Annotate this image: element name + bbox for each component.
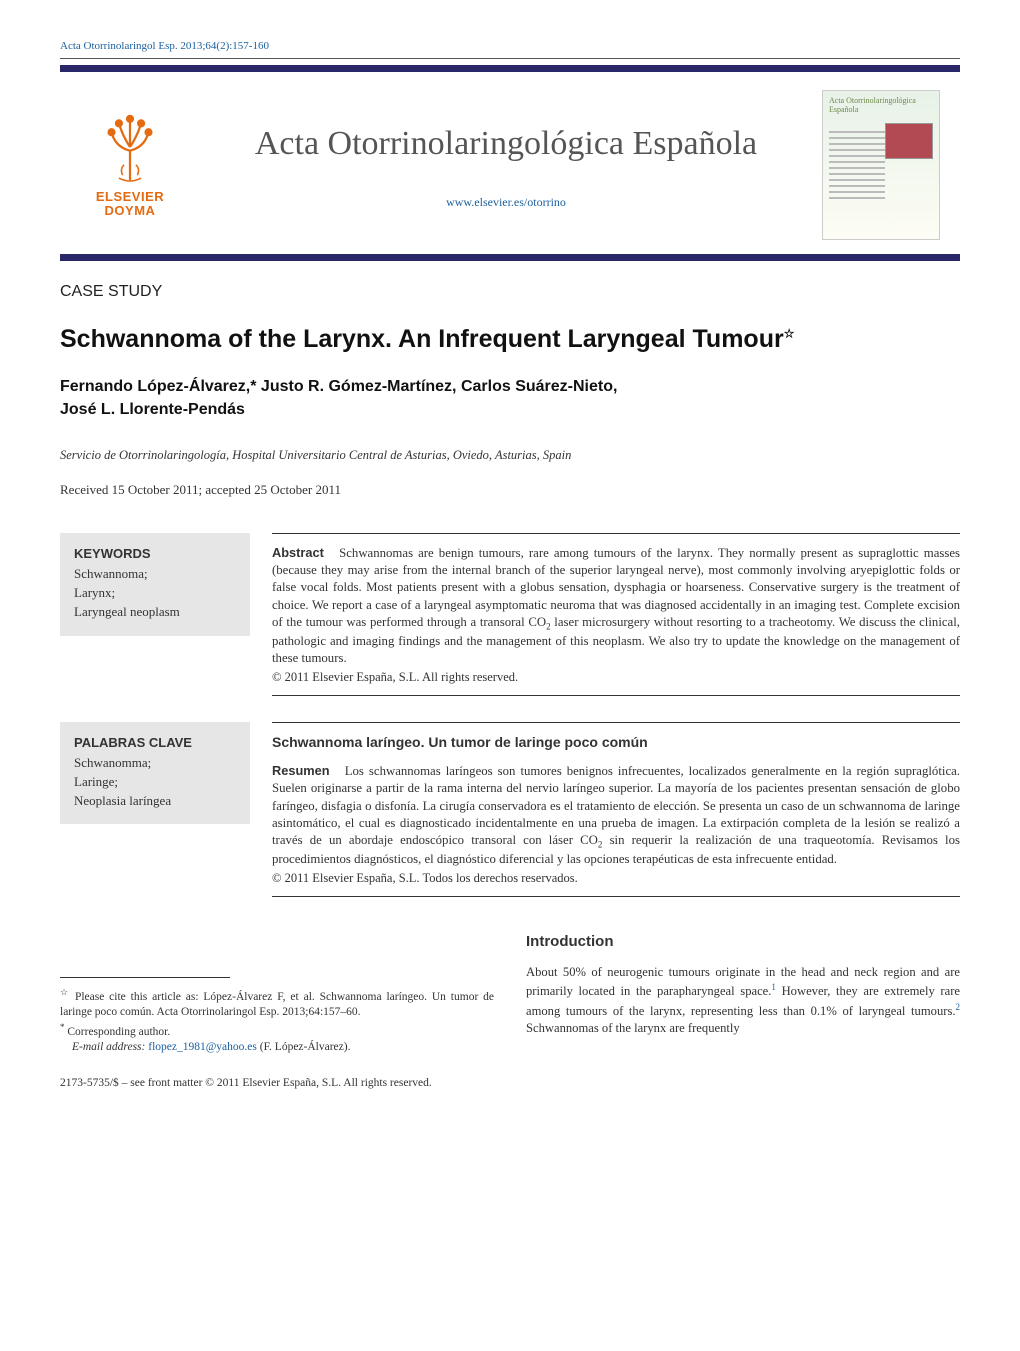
citation-link[interactable]: Acta Otorrinolaringol Esp. 2013;64(2):15… <box>60 40 269 52</box>
cover-thumbnail: Acta Otorrinolaringológica Española <box>822 90 940 240</box>
email-link[interactable]: flopez_1981@yahoo.es <box>148 1041 257 1053</box>
footnote-email: E-mail address: flopez_1981@yahoo.es (F.… <box>60 1040 494 1056</box>
authors: Fernando López-Álvarez,* Justo R. Gómez-… <box>60 375 960 421</box>
cover-text-lines <box>829 131 885 203</box>
intro-text: About 50% of neurogenic tumours originat… <box>526 964 960 1038</box>
keywords-heading: KEYWORDS <box>74 545 236 563</box>
publisher-logo: ELSEVIER DOYMA <box>80 110 190 220</box>
article-dates: Received 15 October 2011; accepted 25 Oc… <box>60 481 960 499</box>
left-column: ☆ Please cite this article as: López-Álv… <box>60 931 494 1056</box>
right-column: Introduction About 50% of neurogenic tum… <box>526 931 960 1056</box>
title-footnote-marker: ☆ <box>784 326 795 340</box>
abstract-spanish: PALABRAS CLAVE Schwanomma; Laringe; Neop… <box>60 722 960 897</box>
abstract-text-en: Abstract Schwannomas are benign tumours,… <box>272 544 960 667</box>
keywords-list: Schwanomma; Laringe; Neoplasia laríngea <box>74 754 236 811</box>
divider <box>272 695 960 696</box>
affiliation: Servicio de Otorrinolaringología, Hospit… <box>60 447 960 465</box>
reference-link[interactable]: 2 <box>956 1002 961 1012</box>
copyright-en: © 2011 Elsevier España, S.L. All rights … <box>272 669 960 687</box>
front-matter-line: 2173-5735/$ – see front matter © 2011 El… <box>60 1075 960 1091</box>
intro-heading: Introduction <box>526 931 960 952</box>
divider <box>60 58 960 59</box>
publisher-name: ELSEVIER DOYMA <box>96 190 164 217</box>
divider <box>272 533 960 534</box>
abstract-english: KEYWORDS Schwannoma; Larynx; Laryngeal n… <box>60 533 960 696</box>
divider <box>272 896 960 897</box>
keywords-box-en: KEYWORDS Schwannoma; Larynx; Laryngeal n… <box>60 533 250 636</box>
section-label: CASE STUDY <box>60 281 960 303</box>
cover-photo-placeholder <box>885 123 933 159</box>
divider <box>60 977 230 978</box>
footnote-citeas: ☆ Please cite this article as: López-Álv… <box>60 986 494 1021</box>
footnote-corresponding: * Corresponding author. <box>60 1021 494 1040</box>
abstract-text-es: Resumen Los schwannomas laríngeos son tu… <box>272 762 960 868</box>
tree-icon <box>93 110 167 184</box>
cover-title: Acta Otorrinolaringológica Española <box>829 97 933 115</box>
copyright-es: © 2011 Elsevier España, S.L. Todos los d… <box>272 870 960 888</box>
article-title: Schwannoma of the Larynx. An Infrequent … <box>60 322 960 357</box>
running-head: Acta Otorrinolaringol Esp. 2013;64(2):15… <box>60 36 960 54</box>
journal-title: Acta Otorrinolaringológica Española <box>255 120 757 168</box>
keywords-heading: PALABRAS CLAVE <box>74 734 236 752</box>
keywords-box-es: PALABRAS CLAVE Schwanomma; Laringe; Neop… <box>60 722 250 825</box>
keywords-list: Schwannoma; Larynx; Laryngeal neoplasm <box>74 565 236 622</box>
journal-header: ELSEVIER DOYMA Acta Otorrinolaringológic… <box>60 65 960 261</box>
spanish-title: Schwannoma laríngeo. Un tumor de laringe… <box>272 733 960 753</box>
journal-title-block: Acta Otorrinolaringológica Española www.… <box>218 120 794 210</box>
two-column-body: ☆ Please cite this article as: López-Álv… <box>60 931 960 1056</box>
journal-url-link[interactable]: www.elsevier.es/otorrino <box>446 194 566 211</box>
divider <box>272 722 960 723</box>
